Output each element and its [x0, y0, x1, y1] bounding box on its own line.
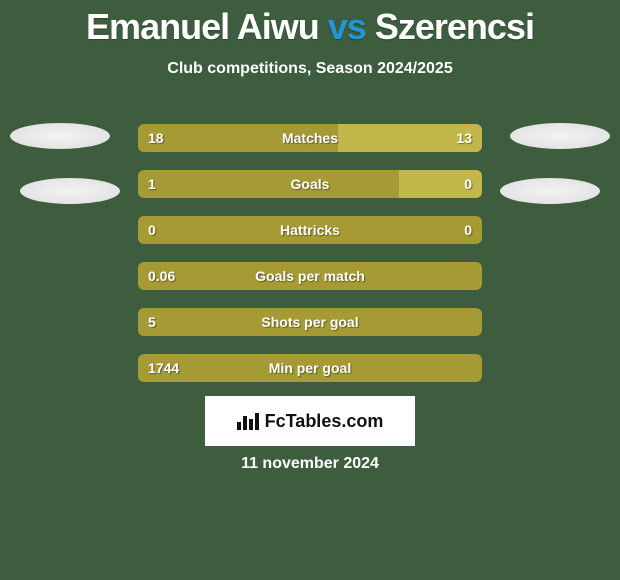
- bar-label: Min per goal: [138, 354, 482, 382]
- bar-right-value: 0: [464, 216, 472, 244]
- date-text: 11 november 2024: [0, 455, 620, 473]
- player2-avatar-bottom: [500, 178, 600, 204]
- bar-chart-icon: [237, 412, 259, 430]
- bar-row-goals-per-match: 0.06 Goals per match: [138, 262, 482, 290]
- player1-avatar-bottom: [20, 178, 120, 204]
- bar-row-matches: 18 Matches 13: [138, 124, 482, 152]
- bar-row-shots-per-goal: 5 Shots per goal: [138, 308, 482, 336]
- bar-label: Hattricks: [138, 216, 482, 244]
- bar-row-min-per-goal: 1744 Min per goal: [138, 354, 482, 382]
- title-player1: Emanuel Aiwu: [86, 6, 319, 47]
- bar-right-value: 13: [456, 124, 472, 152]
- bar-row-goals: 1 Goals 0: [138, 170, 482, 198]
- page-title: Emanuel Aiwu vs Szerencsi: [0, 0, 620, 48]
- player1-avatar-top: [10, 123, 110, 149]
- title-vs: vs: [328, 6, 366, 47]
- player2-avatar-top: [510, 123, 610, 149]
- logo-box[interactable]: FcTables.com: [205, 396, 415, 446]
- title-player2: Szerencsi: [375, 6, 534, 47]
- bar-label: Goals per match: [138, 262, 482, 290]
- bar-row-hattricks: 0 Hattricks 0: [138, 216, 482, 244]
- logo-text: FcTables.com: [265, 411, 384, 432]
- bar-label: Matches: [138, 124, 482, 152]
- logo: FcTables.com: [237, 411, 384, 432]
- subtitle: Club competitions, Season 2024/2025: [0, 60, 620, 78]
- comparison-bars: 18 Matches 13 1 Goals 0 0 Hattricks 0 0.…: [138, 124, 482, 400]
- bar-label: Goals: [138, 170, 482, 198]
- bar-right-value: 0: [464, 170, 472, 198]
- bar-label: Shots per goal: [138, 308, 482, 336]
